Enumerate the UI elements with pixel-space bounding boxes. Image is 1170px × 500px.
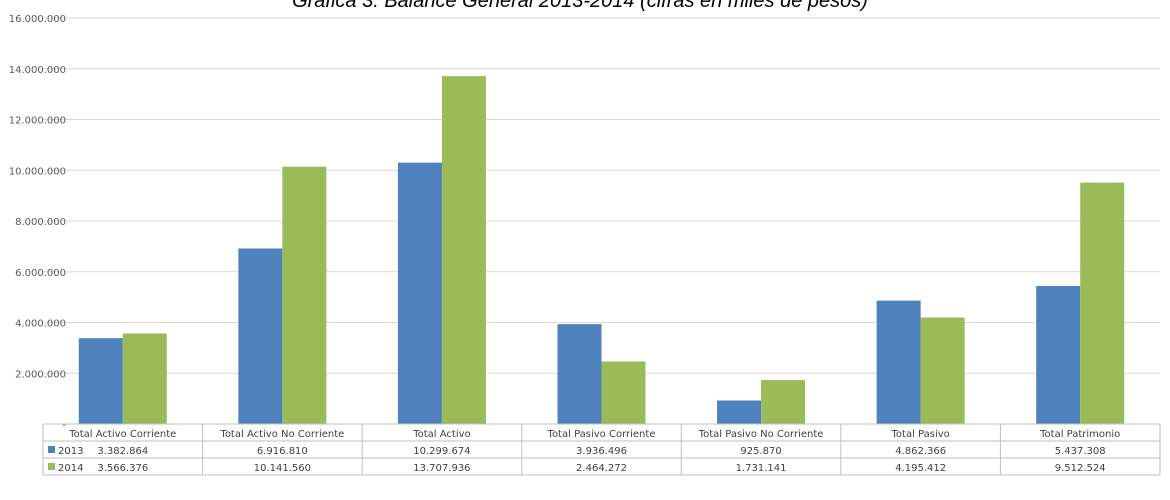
category-label: Total Pasivo Corriente <box>547 429 656 440</box>
bar-2014-5 <box>920 317 965 424</box>
legend-label: 2013 <box>58 446 83 457</box>
bars <box>78 76 1125 425</box>
data-label: 10.141.560 <box>254 463 311 474</box>
chart-title: Grafica 3. Balance General 2013-2014 (ci… <box>292 0 868 12</box>
bar-2014-3 <box>601 361 646 424</box>
data-label: 4.195.412 <box>895 463 946 474</box>
bar-2013-5 <box>876 300 921 424</box>
y-tick-label: 6.000.000 <box>15 268 66 279</box>
data-label: 925.870 <box>740 446 781 457</box>
gridlines <box>43 17 1160 374</box>
data-label: 3.382.864 <box>97 446 148 457</box>
data-label: 4.862.366 <box>895 446 946 457</box>
bar-2013-1 <box>238 248 283 424</box>
y-tick-label: 14.000.000 <box>9 65 66 76</box>
legend-label: 2014 <box>58 463 83 474</box>
category-label: Total Pasivo No Corriente <box>698 429 824 440</box>
data-label: 9.512.524 <box>1055 463 1106 474</box>
data-label: 5.437.308 <box>1055 446 1106 457</box>
category-label: Total Patrimonio <box>1039 429 1120 440</box>
bar-2014-1 <box>282 166 327 425</box>
data-label: 3.566.376 <box>97 463 148 474</box>
legend-swatch-2013 <box>48 446 55 453</box>
category-label: Total Activo No Corriente <box>219 429 344 440</box>
data-table: Total Activo Corriente Total Activo No Co… <box>42 423 1161 476</box>
data-label: 13.707.936 <box>413 463 470 474</box>
bar-2014-4 <box>761 380 806 424</box>
category-label: Total Pasivo <box>891 429 950 440</box>
y-tick-label: 10.000.000 <box>9 166 66 177</box>
data-label: 1.731.141 <box>736 463 787 474</box>
bar-2013-2 <box>397 162 442 425</box>
y-tick-label: 16.000.000 <box>9 14 66 25</box>
y-tick-label: 12.000.000 <box>9 116 66 127</box>
category-label: Total Activo Corriente <box>68 429 176 440</box>
y-tick-label: - <box>62 420 66 431</box>
category-label: Total Activo <box>412 429 470 440</box>
data-label: 6.916.810 <box>257 446 308 457</box>
bar-2013-3 <box>557 324 602 424</box>
data-label: 3.936.496 <box>576 446 627 457</box>
bar-2013-0 <box>78 338 123 424</box>
bar-2014-6 <box>1080 182 1125 424</box>
bar-2014-0 <box>122 333 167 424</box>
y-tick-label: 8.000.000 <box>15 217 66 228</box>
bar-2013-4 <box>717 400 762 424</box>
y-tick-label: 2.000.000 <box>15 369 66 380</box>
legend-swatch-2014 <box>48 463 55 470</box>
y-tick-label: 4.000.000 <box>15 319 66 330</box>
y-axis: - 2.000.000 4.000.000 6.000.000 8.000.000 10.… <box>9 14 67 431</box>
bar-2013-6 <box>1036 286 1081 424</box>
data-label: 10.299.674 <box>413 446 470 457</box>
bar-2014-2 <box>441 76 486 424</box>
data-label: 2.464.272 <box>576 463 627 474</box>
